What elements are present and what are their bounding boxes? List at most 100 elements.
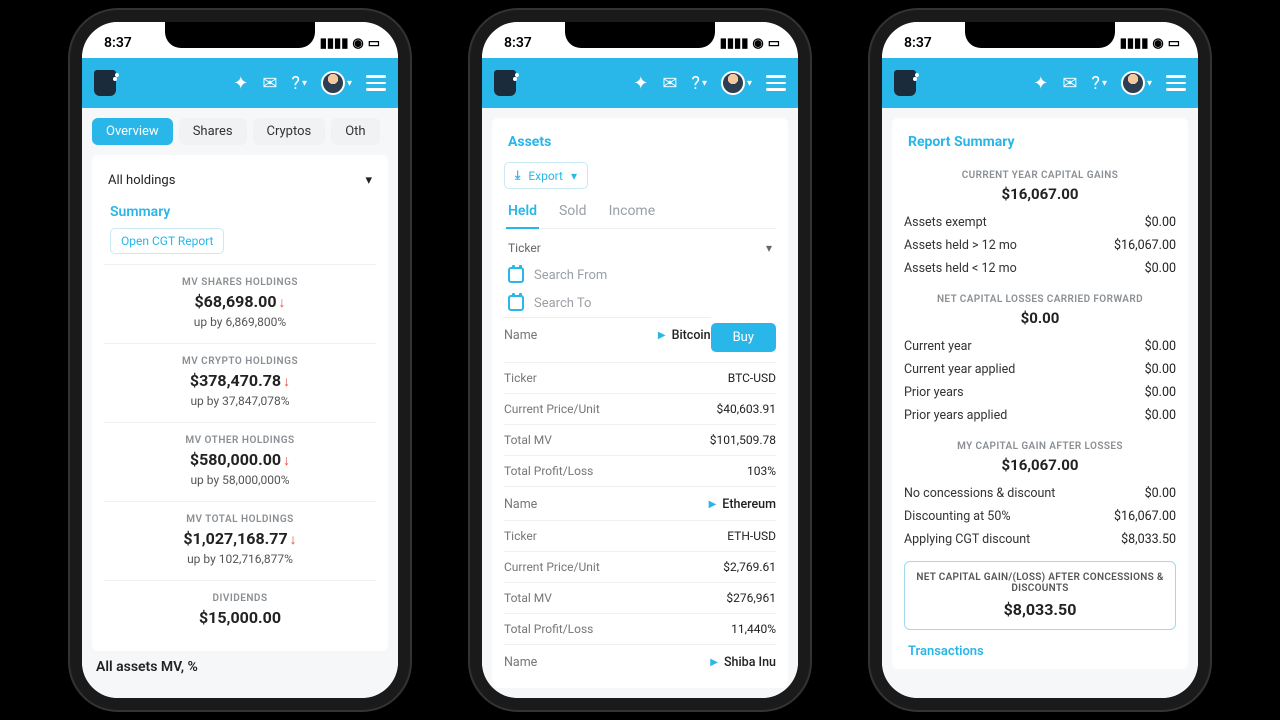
chevron-down-icon: ▾: [365, 173, 372, 188]
metric-value: $1,027,168.77↓: [104, 529, 376, 548]
section-head: NET CAPITAL LOSSES CARRIED FORWARD: [904, 294, 1176, 305]
assets-card: Assets ⤓ Export ▾ Held Sold Income Ticke…: [492, 118, 788, 688]
section-amount: $0.00: [904, 309, 1176, 327]
subtab-income[interactable]: Income: [607, 199, 658, 228]
buy-button[interactable]: Buy: [711, 323, 776, 352]
menu-icon[interactable]: [766, 75, 786, 91]
tab-overview[interactable]: Overview: [92, 118, 173, 145]
content-overview: Overview Shares Cryptos Oth All holdings…: [82, 108, 398, 698]
asset-field-label: Name: [504, 328, 537, 343]
search-from-input[interactable]: Search From: [504, 261, 776, 289]
section-amount: $16,067.00: [904, 185, 1176, 203]
report-row: Assets held < 12 mo$0.00: [904, 257, 1176, 280]
arrow-down-icon: ↓: [283, 453, 290, 469]
net-gain-callout: NET CAPITAL GAIN/(LOSS) AFTER CONCESSION…: [904, 561, 1176, 630]
footer-label: All assets MV, %: [92, 651, 388, 675]
section-head: CURRENT YEAR CAPITAL GAINS: [904, 170, 1176, 181]
ticker-select[interactable]: Ticker ▾: [504, 229, 776, 261]
status-time: 8:37: [504, 35, 532, 51]
report-row: Assets held > 12 mo$16,067.00: [904, 234, 1176, 257]
export-button[interactable]: ⤓ Export ▾: [504, 162, 588, 189]
subtab-held[interactable]: Held: [506, 199, 539, 229]
profile-menu[interactable]: ▾: [721, 71, 752, 95]
bell-icon[interactable]: ✦: [633, 73, 648, 94]
bell-icon[interactable]: ✦: [233, 73, 248, 94]
export-label: Export: [528, 169, 563, 183]
chat-icon[interactable]: ✉: [662, 73, 677, 94]
status-icons: ▮▮▮▮ ◉ ▭: [320, 36, 380, 51]
asset-subtabs: Held Sold Income: [504, 199, 776, 229]
help-icon: ?: [1091, 73, 1100, 94]
app-logo-icon[interactable]: [894, 70, 916, 96]
chat-icon[interactable]: ✉: [1062, 73, 1077, 94]
report-row: No concessions & discount$0.00: [904, 482, 1176, 505]
asset-row: Total MV$276,961: [504, 582, 776, 613]
app-logo-icon[interactable]: [494, 70, 516, 96]
ticker-label: Ticker: [508, 241, 541, 255]
asset-name-row[interactable]: Name ▶Ethereum: [504, 486, 776, 520]
metric-shares: MV SHARES HOLDINGS $68,698.00↓ up by 6,8…: [104, 264, 376, 343]
app-logo-icon[interactable]: [94, 70, 116, 96]
asset-row: TickerETH-USD: [504, 520, 776, 551]
help-menu[interactable]: ?▾: [291, 73, 307, 94]
asset-name-row[interactable]: Name ▶Bitcoin: [504, 317, 711, 351]
asset-row: Total MV$101,509.78: [504, 424, 776, 455]
expand-icon: ▶: [709, 499, 717, 510]
asset-name: Ethereum: [722, 497, 776, 512]
asset-field-label: Name: [504, 655, 537, 670]
metric-delta: up by 37,847,078%: [104, 394, 376, 408]
wifi-icon: ◉: [352, 36, 363, 51]
subtab-sold[interactable]: Sold: [557, 199, 589, 228]
calendar-icon: [508, 295, 524, 311]
search-to-input[interactable]: Search To: [504, 289, 776, 317]
help-menu[interactable]: ?▾: [1091, 73, 1107, 94]
battery-icon: ▭: [368, 36, 380, 51]
content-report: Report Summary CURRENT YEAR CAPITAL GAIN…: [882, 108, 1198, 698]
profile-menu[interactable]: ▾: [1121, 71, 1152, 95]
callout-value: $8,033.50: [915, 600, 1165, 619]
open-cgt-button[interactable]: Open CGT Report: [110, 228, 224, 254]
report-row: Discounting at 50%$16,067.00: [904, 505, 1176, 528]
wifi-icon: ◉: [1152, 36, 1163, 51]
status-time: 8:37: [104, 35, 132, 51]
asset-row: Total Profit/Loss11,440%: [504, 613, 776, 644]
asset-row: Total Profit/Loss103%: [504, 455, 776, 486]
phone-assets: 8:37 ▮▮▮▮ ◉ ▭ ✦ ✉ ?▾ ▾ Assets ⤓ Export ▾…: [470, 10, 810, 710]
tab-cryptos[interactable]: Cryptos: [253, 118, 326, 145]
app-header: ✦ ✉ ?▾ ▾: [82, 58, 398, 108]
chevron-down-icon: ▾: [347, 78, 352, 89]
battery-icon: ▭: [768, 36, 780, 51]
header-actions: ✦ ✉ ?▾ ▾: [633, 71, 786, 95]
chevron-down-icon: ▾: [302, 78, 307, 89]
holdings-select[interactable]: All holdings ▾: [104, 165, 376, 198]
metric-value: $378,470.78↓: [104, 371, 376, 390]
content-assets: Assets ⤓ Export ▾ Held Sold Income Ticke…: [482, 108, 798, 698]
help-menu[interactable]: ?▾: [691, 73, 707, 94]
tabs: Overview Shares Cryptos Oth: [92, 118, 388, 145]
metric-value: $68,698.00↓: [104, 292, 376, 311]
asset-row: TickerBTC-USD: [504, 362, 776, 393]
report-row: Prior years applied$0.00: [904, 404, 1176, 427]
profile-menu[interactable]: ▾: [321, 71, 352, 95]
bell-icon[interactable]: ✦: [1033, 73, 1048, 94]
transactions-link[interactable]: Transactions: [904, 630, 1176, 659]
signal-icon: ▮▮▮▮: [320, 36, 349, 51]
arrow-down-icon: ↓: [290, 532, 297, 548]
tab-shares[interactable]: Shares: [179, 118, 247, 145]
chevron-down-icon: ▾: [747, 78, 752, 89]
asset-row: Current Price/Unit$40,603.91: [504, 393, 776, 424]
metric-other: MV OTHER HOLDINGS $580,000.00↓ up by 58,…: [104, 422, 376, 501]
status-icons: ▮▮▮▮ ◉ ▭: [1120, 36, 1180, 51]
asset-name-row[interactable]: Name ▶ Shiba Inu: [504, 644, 776, 678]
chat-icon[interactable]: ✉: [262, 73, 277, 94]
menu-icon[interactable]: [1166, 75, 1186, 91]
battery-icon: ▭: [1168, 36, 1180, 51]
tab-other[interactable]: Oth: [331, 118, 379, 145]
asset-name: Shiba Inu: [724, 655, 776, 670]
calendar-icon: [508, 267, 524, 283]
header-actions: ✦ ✉ ?▾ ▾: [233, 71, 386, 95]
expand-icon: ▶: [710, 657, 718, 668]
section-amount: $16,067.00: [904, 456, 1176, 474]
avatar-icon: [321, 71, 345, 95]
menu-icon[interactable]: [366, 75, 386, 91]
